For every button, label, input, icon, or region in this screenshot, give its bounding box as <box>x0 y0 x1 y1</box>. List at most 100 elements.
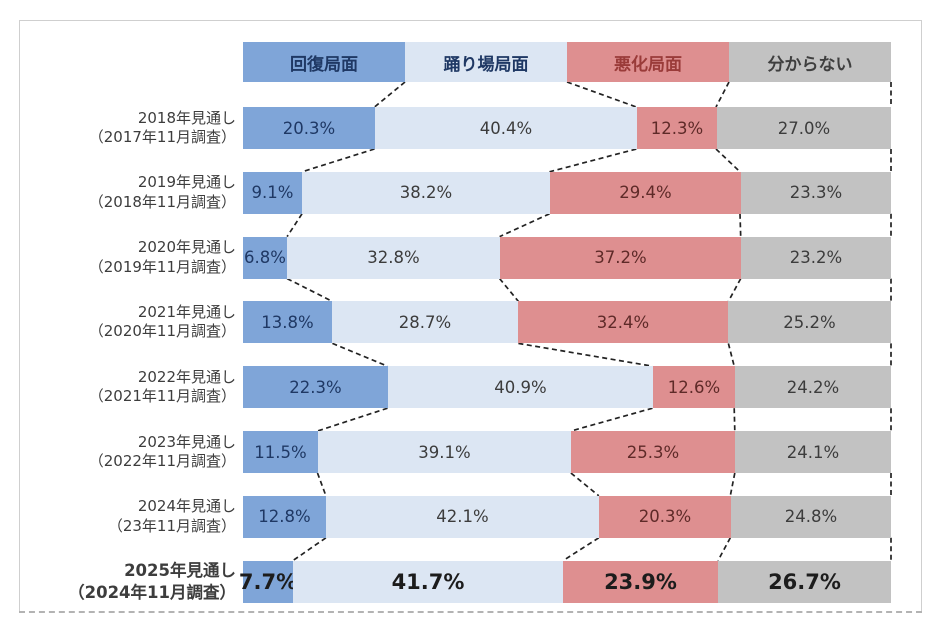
bar-segment-unknown: 26.7% <box>718 560 891 603</box>
segment-boundary-connector-line <box>499 213 550 238</box>
segment-boundary-connector-line <box>717 537 732 562</box>
row-label-year: 2023年見通し <box>137 432 236 451</box>
row-label: 2018年見通し （2017年11月調査） <box>20 107 236 149</box>
row-label-year: 2018年見通し <box>137 108 236 127</box>
segment-boundary-connector-line <box>562 537 600 562</box>
bar-segment-recovery: 13.8% <box>243 301 332 344</box>
segment-value: 22.3% <box>289 377 342 397</box>
bar-row: 7.7% 41.7% 23.9% 26.7% <box>239 560 891 603</box>
segment-value: 6.8% <box>244 248 286 268</box>
segment-value: 40.4% <box>479 118 533 138</box>
bar-segment-plateau: 42.1% <box>326 495 599 538</box>
segment-value: 20.3% <box>638 507 692 527</box>
legend-cell-unknown: 分からない <box>729 42 891 82</box>
row-label: 2021年見通し （2020年11月調査） <box>20 301 236 343</box>
row-label-year: 2020年見通し <box>137 238 236 257</box>
segment-value: 32.8% <box>367 248 420 268</box>
segment-value: 12.3% <box>650 118 704 138</box>
bar-segment-recovery: 9.1% <box>243 171 302 214</box>
bar-segment-unknown: 24.1% <box>735 431 891 473</box>
bar-segment-plateau: 40.4% <box>375 107 637 149</box>
row-label-survey-date: （2017年11月調査） <box>88 128 236 146</box>
segment-value: 40.9% <box>494 377 547 397</box>
segment-value: 29.4% <box>619 183 672 203</box>
legend-cell-worsening: 悪化局面 <box>567 42 729 82</box>
segment-value: 12.8% <box>258 507 311 527</box>
segment-boundary-connector-line <box>373 81 406 108</box>
bar-segment-unknown: 23.2% <box>741 236 891 279</box>
bar-segment-recovery: 22.3% <box>243 366 388 409</box>
segment-value: 37.2% <box>594 248 647 268</box>
segment-value: 41.7% <box>391 569 465 594</box>
bar-row: 13.8% 28.7% 32.4% 25.2% <box>243 301 891 344</box>
segment-value: 25.3% <box>626 442 680 462</box>
segment-boundary-connector-line <box>286 213 303 238</box>
bar-row: 12.8% 42.1% 20.3% 24.8% <box>243 495 891 538</box>
segment-boundary-connector-line <box>570 407 653 432</box>
bar-segment-recovery: 6.8% <box>243 236 287 279</box>
bar-segment-worsening: 20.3% <box>599 495 731 538</box>
row-label-survey-date: （2018年11月調査） <box>88 192 236 211</box>
bar-segment-worsening: 25.3% <box>571 431 735 473</box>
bar-segment-worsening: 37.2% <box>500 236 741 279</box>
bar-row: 22.3% 40.9% 12.6% 24.2% <box>243 366 891 409</box>
segment-boundary-connector-line <box>317 407 388 432</box>
row-label-year: 2021年見通し <box>137 302 236 321</box>
segment-value: 7.7% <box>238 569 298 594</box>
segment-boundary-connector-line <box>570 472 600 497</box>
row-label: 2024年見通し （23年11月調査） <box>20 496 236 538</box>
segment-value: 38.2% <box>399 183 453 203</box>
bar-segment-plateau: 39.1% <box>318 431 571 473</box>
segment-boundary-connector-line <box>733 408 736 432</box>
bar-segment-unknown: 25.2% <box>728 301 891 344</box>
bar-segment-plateau: 41.7% <box>293 560 563 603</box>
legend-cell-plateau: 踊り場局面 <box>405 42 567 82</box>
row-label: 2019年見通し （2018年11月調査） <box>20 172 236 214</box>
row-label-survey-date: （2020年11月調査） <box>88 322 236 341</box>
row-label-survey-date: （2019年11月調査） <box>88 257 236 276</box>
row-label-year: 2019年見通し <box>137 173 236 192</box>
segment-boundary-connector-line <box>549 148 637 173</box>
segment-value: 12.6% <box>667 377 721 397</box>
bar-segment-worsening: 12.3% <box>637 107 717 149</box>
segment-boundary-connector-line <box>715 81 730 108</box>
segment-value: 25.2% <box>783 312 836 332</box>
row-label: 2020年見通し （2019年11月調査） <box>20 237 236 279</box>
segment-value: 23.2% <box>789 248 843 268</box>
bar-row: 9.1% 38.2% 29.4% 23.3% <box>243 171 891 214</box>
row-label: 2023年見通し （2022年11月調査） <box>20 431 236 473</box>
segment-boundary-connector-line <box>715 148 741 173</box>
row-label-year: 2022年見通し <box>137 367 236 386</box>
bar-segment-unknown: 23.3% <box>741 171 891 214</box>
bar-segment-unknown: 27.0% <box>717 107 891 149</box>
bar-segment-recovery: 12.8% <box>243 495 326 538</box>
segment-value: 20.3% <box>282 118 336 138</box>
segment-boundary-connector-line <box>286 277 333 303</box>
segment-boundary-connector-line <box>727 278 742 302</box>
segment-boundary-connector-line <box>292 537 327 562</box>
segment-boundary-connector-line <box>316 472 327 497</box>
segment-value: 42.1% <box>436 507 489 527</box>
legend-cell-recovery: 回復局面 <box>243 42 405 82</box>
segment-value: 39.1% <box>418 442 471 462</box>
row-label-year: 2025年見通し <box>124 561 236 581</box>
row-label-survey-date: （23年11月調査） <box>107 516 236 535</box>
bar-row: 11.5% 39.1% 25.3% 24.1% <box>243 431 891 473</box>
row-label-survey-date: （2024年11月調査） <box>68 582 236 602</box>
bar-segment-unknown: 24.2% <box>735 366 891 409</box>
bar-segment-recovery: 11.5% <box>243 431 318 473</box>
bar-row: 20.3% 40.4% 12.3% 27.0% <box>243 107 891 149</box>
segment-value: 23.3% <box>789 183 843 203</box>
segment-value: 28.7% <box>398 312 452 332</box>
segment-value: 26.7% <box>768 569 841 594</box>
segment-value: 24.2% <box>786 377 840 397</box>
bottom-dashed-rule <box>19 611 922 613</box>
bar-segment-worsening: 32.4% <box>518 301 728 344</box>
row-label: 2022年見通し （2021年11月調査） <box>20 366 236 408</box>
bar-segment-plateau: 28.7% <box>332 301 518 344</box>
segment-value: 13.8% <box>261 312 314 332</box>
row-label-survey-date: （2022年11月調査） <box>88 452 236 470</box>
bar-segment-plateau: 32.8% <box>287 236 500 279</box>
bar-segment-worsening: 29.4% <box>550 171 741 214</box>
